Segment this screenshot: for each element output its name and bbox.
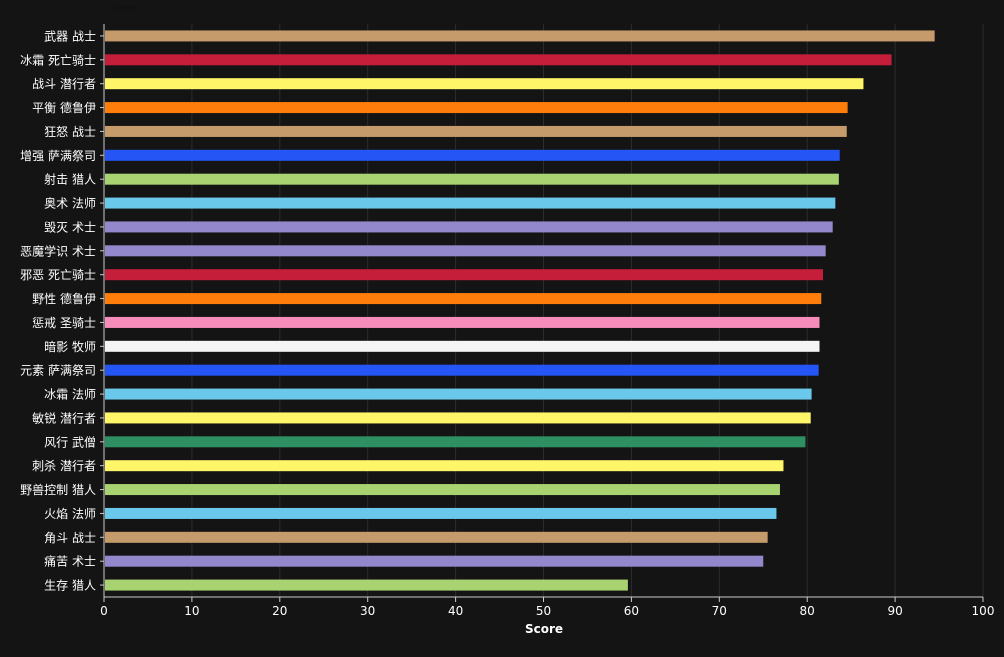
- category-label: 刺杀 潜行者: [32, 458, 96, 473]
- bar[interactable]: [105, 364, 819, 376]
- bar[interactable]: [105, 388, 812, 400]
- bar[interactable]: [105, 579, 628, 591]
- zoom-label: Zoom: [104, 2, 136, 15]
- category-label: 冰霜 死亡骑士: [20, 53, 96, 67]
- category-label: 冰霜 法师: [44, 388, 96, 402]
- bar[interactable]: [105, 102, 848, 114]
- category-label: 生存 猎人: [44, 579, 96, 593]
- bar[interactable]: [105, 412, 811, 424]
- category-label: 狂怒 战士: [44, 124, 96, 139]
- x-tick-label: 70: [712, 604, 727, 618]
- x-tick-label: 40: [448, 604, 463, 618]
- category-label: 火焰 法师: [44, 506, 96, 521]
- category-label: 惩戒 圣骑士: [32, 316, 96, 330]
- bar[interactable]: [105, 555, 764, 567]
- category-label: 元素 萨满祭司: [20, 364, 96, 378]
- category-label: 痛苦 术士: [44, 554, 96, 569]
- category-label: 奥术 法师: [44, 197, 96, 211]
- bars: [105, 30, 935, 591]
- bar[interactable]: [105, 30, 935, 42]
- bar[interactable]: [105, 531, 768, 543]
- category-label: 增强 萨满祭司: [20, 149, 96, 163]
- bar[interactable]: [105, 173, 839, 185]
- bar[interactable]: [105, 197, 836, 209]
- x-tick-label: 20: [272, 604, 287, 618]
- category-label: 战斗 潜行者: [32, 77, 96, 91]
- category-label: 角斗 战士: [44, 531, 96, 545]
- category-label: 野性 德鲁伊: [32, 291, 96, 306]
- bar[interactable]: [105, 340, 820, 352]
- grid-lines: [191, 24, 984, 597]
- bar[interactable]: [105, 316, 820, 328]
- category-label: 风行 武僧: [44, 435, 96, 449]
- category-label: 敏锐 潜行者: [32, 410, 96, 425]
- category-label: 邪恶 死亡骑士: [20, 268, 96, 282]
- x-axis-title: Score: [525, 622, 563, 636]
- category-label: 野兽控制 猎人: [20, 483, 96, 497]
- bar[interactable]: [105, 436, 806, 448]
- category-label: 恶魔学识 术士: [20, 243, 96, 258]
- bar[interactable]: [105, 78, 864, 90]
- x-tick-label: 30: [360, 604, 375, 618]
- bar[interactable]: [105, 293, 822, 305]
- category-label: 武器 战士: [44, 29, 96, 43]
- bar[interactable]: [105, 269, 824, 281]
- x-tick-label: 90: [887, 604, 902, 618]
- x-tick-label: 50: [536, 604, 551, 618]
- x-tick-label: 100: [972, 604, 995, 618]
- bar[interactable]: [105, 125, 847, 137]
- bar[interactable]: [105, 54, 892, 66]
- x-tick-labels: 0 10 20 30 40 50 60 70 80 90 100: [100, 597, 994, 618]
- x-tick-label: 80: [800, 604, 815, 618]
- bar[interactable]: [105, 460, 784, 472]
- x-tick-label: 60: [624, 604, 639, 618]
- bar[interactable]: [105, 245, 826, 257]
- category-label: 射击 猎人: [44, 172, 96, 187]
- category-label: 毁灭 术士: [44, 219, 96, 234]
- x-tick-label: 10: [184, 604, 199, 618]
- bar[interactable]: [105, 507, 777, 519]
- bar[interactable]: [105, 484, 780, 496]
- x-tick-label: 0: [100, 604, 108, 618]
- bar[interactable]: [105, 221, 833, 233]
- category-label: 平衡 德鲁伊: [32, 100, 96, 115]
- category-label: 暗影 牧师: [44, 339, 96, 354]
- bar[interactable]: [105, 149, 840, 161]
